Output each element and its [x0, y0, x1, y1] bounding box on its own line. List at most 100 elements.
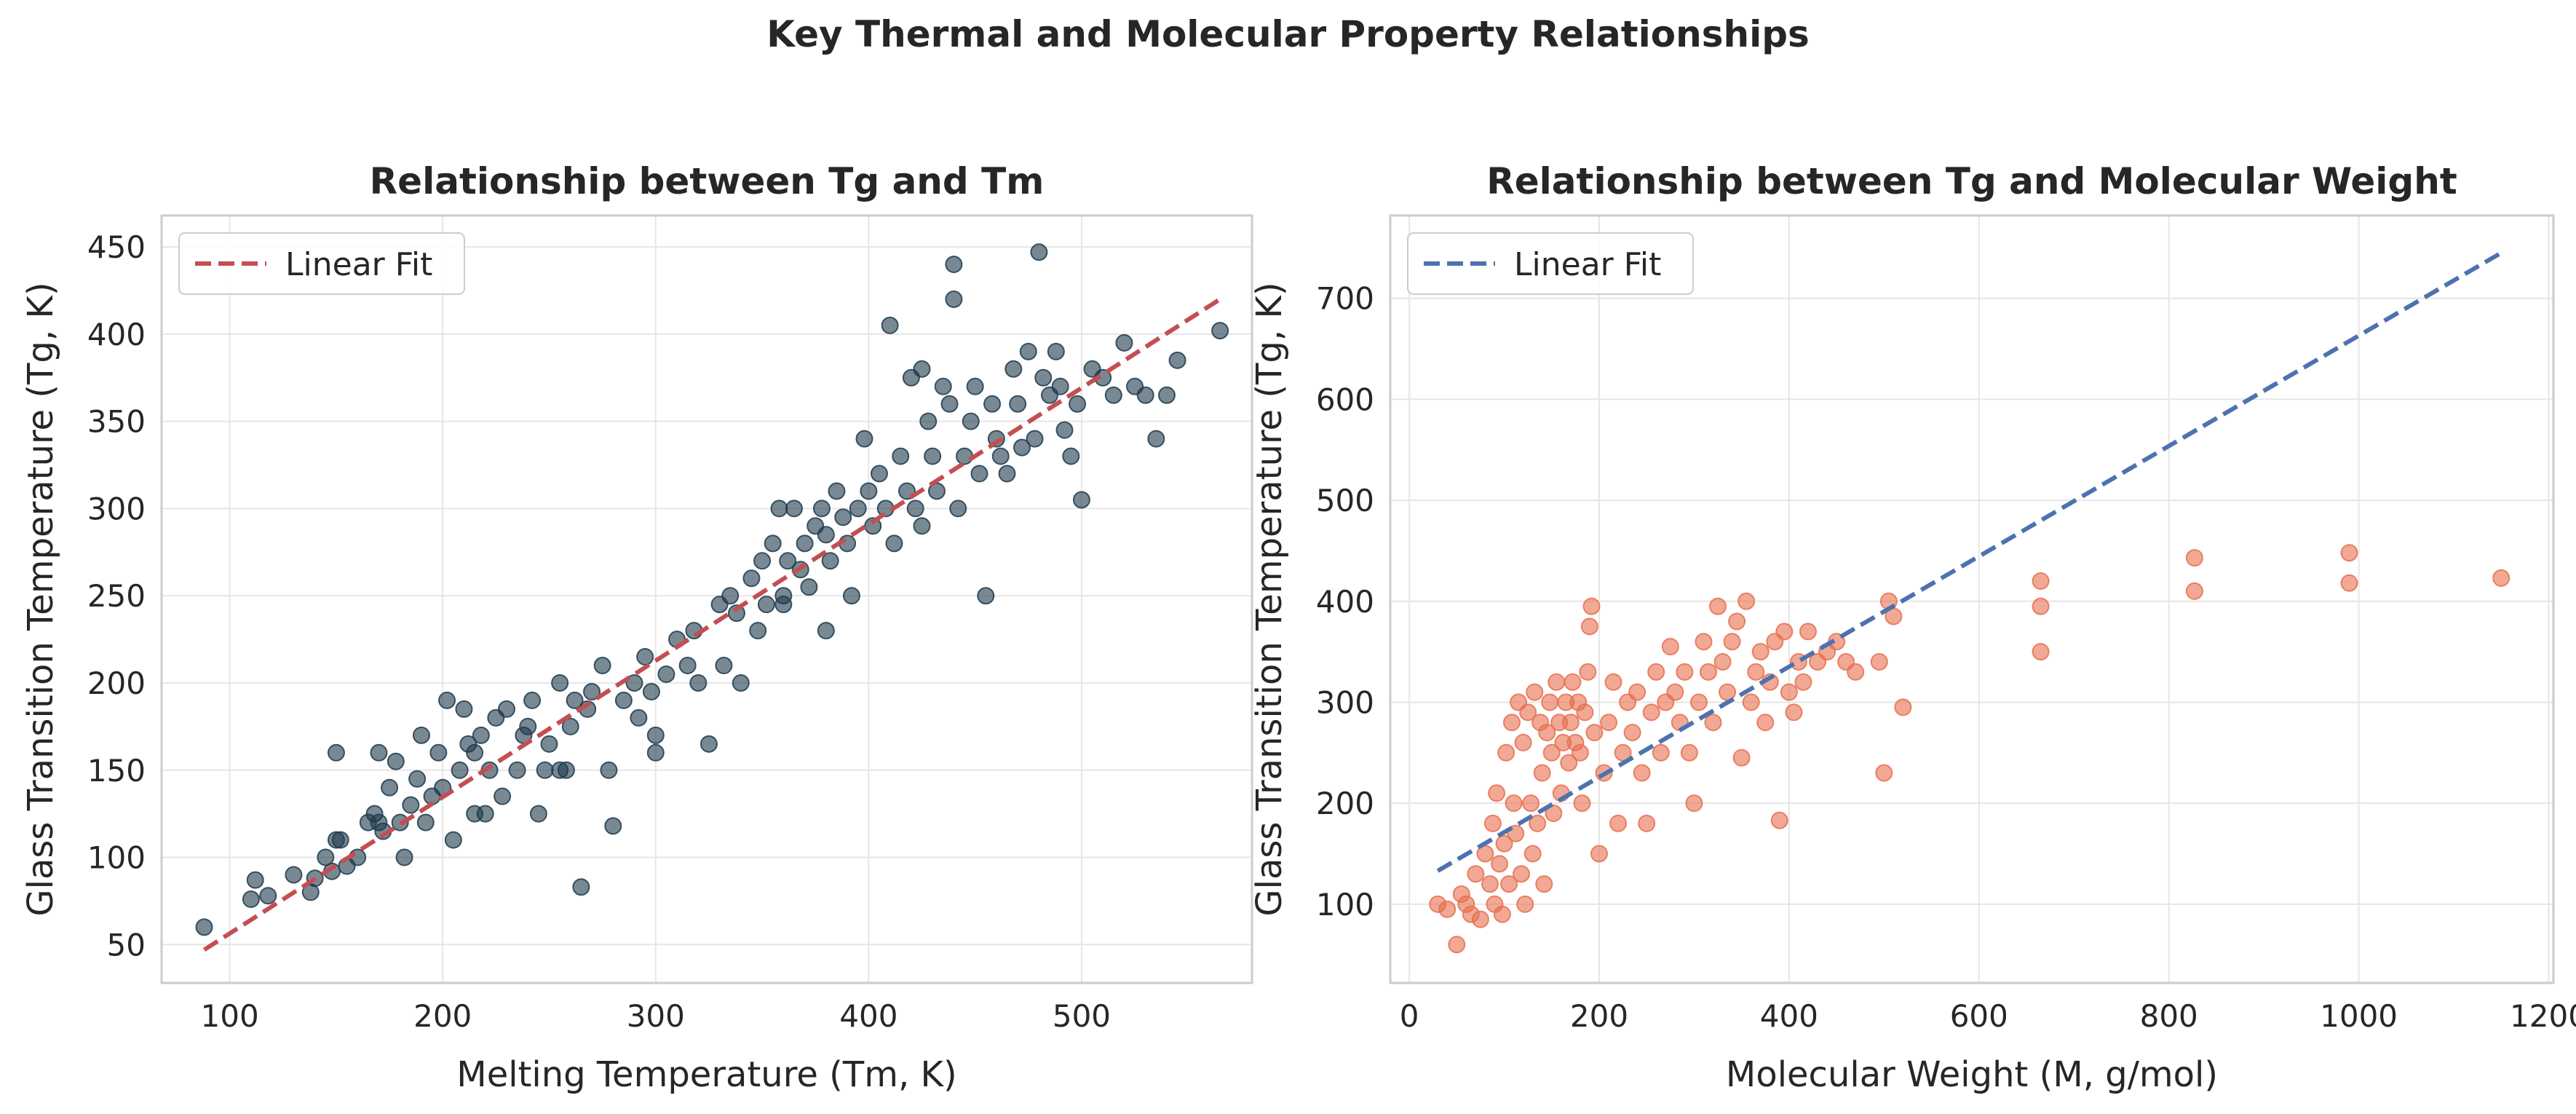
chart-2-point — [1728, 612, 1746, 631]
chart-2-x-tick-label: 400 — [1760, 998, 1818, 1034]
chart-1-point — [566, 691, 584, 709]
chart-2-point — [2492, 569, 2510, 587]
chart-2-point — [1770, 811, 1788, 829]
chart-1-point — [1211, 322, 1229, 340]
chart-1-x-tick-label: 500 — [1053, 998, 1111, 1034]
chart-2-plot-area — [1429, 250, 2510, 954]
chart-2-point — [1488, 784, 1506, 802]
chart-1-point — [572, 878, 590, 896]
chart-2-point — [1448, 936, 1466, 954]
chart-2-y-axis-label: Glass Transition Temperature (Tg, K) — [1249, 282, 1290, 916]
chart-2-point — [1799, 623, 1817, 641]
chart-2-point — [2185, 582, 2203, 600]
chart-1-point — [259, 887, 277, 905]
chart-2-y-tick-label: 700 — [1316, 281, 1374, 317]
chart-1-point — [540, 735, 558, 753]
chart-1-point — [945, 256, 963, 274]
chart-2-point — [1742, 693, 1760, 711]
chart-2-point — [2032, 572, 2050, 590]
chart-2-x-tick-label: 0 — [1400, 998, 1419, 1034]
chart-2-point — [1689, 693, 1708, 711]
chart-1-point — [551, 761, 569, 779]
chart-1-x-axis-label: Melting Temperature (Tm, K) — [456, 1054, 956, 1095]
chart-2-title: Relationship between Tg and Molecular We… — [1486, 160, 2457, 202]
figure-title: Key Thermal and Molecular Property Relat… — [766, 13, 1810, 55]
chart-2-point — [1481, 875, 1499, 893]
chart-2-point — [1680, 743, 1698, 762]
chart-1-point — [821, 552, 839, 570]
chart-2-point — [1676, 663, 1694, 681]
chart-2-point — [1638, 814, 1656, 832]
chart-2-point — [1647, 663, 1665, 681]
chart-2-point — [1623, 724, 1641, 742]
chart-1-point — [657, 665, 675, 684]
chart-1-point — [1168, 351, 1186, 369]
chart-2-point — [1516, 895, 1534, 913]
chart-1-point — [536, 761, 554, 779]
chart-1-point — [472, 726, 490, 744]
chart-2-point — [1467, 865, 1485, 883]
chart-1-point — [1009, 395, 1027, 413]
chart-2-point — [1661, 638, 1679, 656]
chart-1-point — [1115, 333, 1133, 352]
chart-1-point — [494, 787, 512, 805]
chart-1-point — [1055, 421, 1074, 439]
chart-2-point — [1794, 673, 1812, 691]
chart-2-point — [2340, 574, 2358, 592]
chart-2-point — [1642, 703, 1660, 722]
chart-1-plot-area — [195, 243, 1229, 952]
chart-2-point — [1497, 743, 1515, 762]
chart-2-point — [1438, 900, 1457, 918]
chart-1-point — [800, 578, 818, 596]
chart-1-point — [1157, 386, 1176, 404]
chart-2-point — [1523, 845, 1542, 863]
chart-1-point — [945, 290, 963, 308]
chart-2-point — [1573, 794, 1591, 813]
chart-2-point — [1609, 814, 1628, 832]
chart-2-point — [1704, 714, 1722, 732]
chart-1-point — [497, 700, 515, 718]
chart-1-point — [727, 604, 745, 623]
chart-1-point — [949, 499, 967, 518]
chart-2-point — [1719, 683, 1737, 701]
chart-1-point — [614, 691, 633, 709]
chart-1-y-tick-label: 350 — [87, 404, 146, 440]
chart-2-point — [1493, 905, 1511, 923]
chart-1-x-tick-label: 400 — [839, 998, 897, 1034]
chart-1-point — [678, 657, 697, 675]
chart-1-point — [1019, 342, 1037, 360]
chart-2-point — [1695, 633, 1713, 651]
chart-1-point — [753, 552, 772, 570]
chart-1-point — [416, 813, 435, 831]
chart-1-point — [785, 499, 803, 518]
chart-2-point — [1576, 703, 1594, 722]
chart-1-point — [924, 447, 942, 465]
chart-1-point — [1034, 368, 1053, 387]
chart-2-point — [1495, 834, 1513, 853]
chart-1-point — [855, 430, 873, 448]
chart-1-point — [991, 447, 1010, 465]
chart-1-x-tick-label: 300 — [627, 998, 685, 1034]
chart-1-point — [604, 817, 622, 835]
chart-2-point — [1560, 754, 1578, 772]
chart-2-point — [1579, 663, 1597, 681]
chart-1-point — [412, 726, 430, 744]
chart-2-point — [1500, 875, 1518, 893]
chart-1-point — [451, 761, 469, 779]
chart-1-legend-box — [178, 232, 465, 295]
chart-1-point — [370, 743, 388, 762]
chart-1-point — [381, 778, 399, 797]
chart-2-point — [1561, 714, 1580, 732]
chart-2-point — [1519, 703, 1537, 722]
chart-1-point — [817, 526, 835, 544]
chart-1-point — [962, 412, 980, 430]
chart-2-point — [1471, 910, 1489, 928]
chart-1-point — [812, 499, 831, 518]
chart-2-point — [1870, 652, 1888, 671]
chart-1-point — [742, 569, 761, 588]
chart-1-point — [1062, 447, 1080, 465]
chart-1-point — [1051, 377, 1069, 395]
chart-1-point — [242, 890, 260, 909]
chart-1-point — [970, 465, 988, 483]
